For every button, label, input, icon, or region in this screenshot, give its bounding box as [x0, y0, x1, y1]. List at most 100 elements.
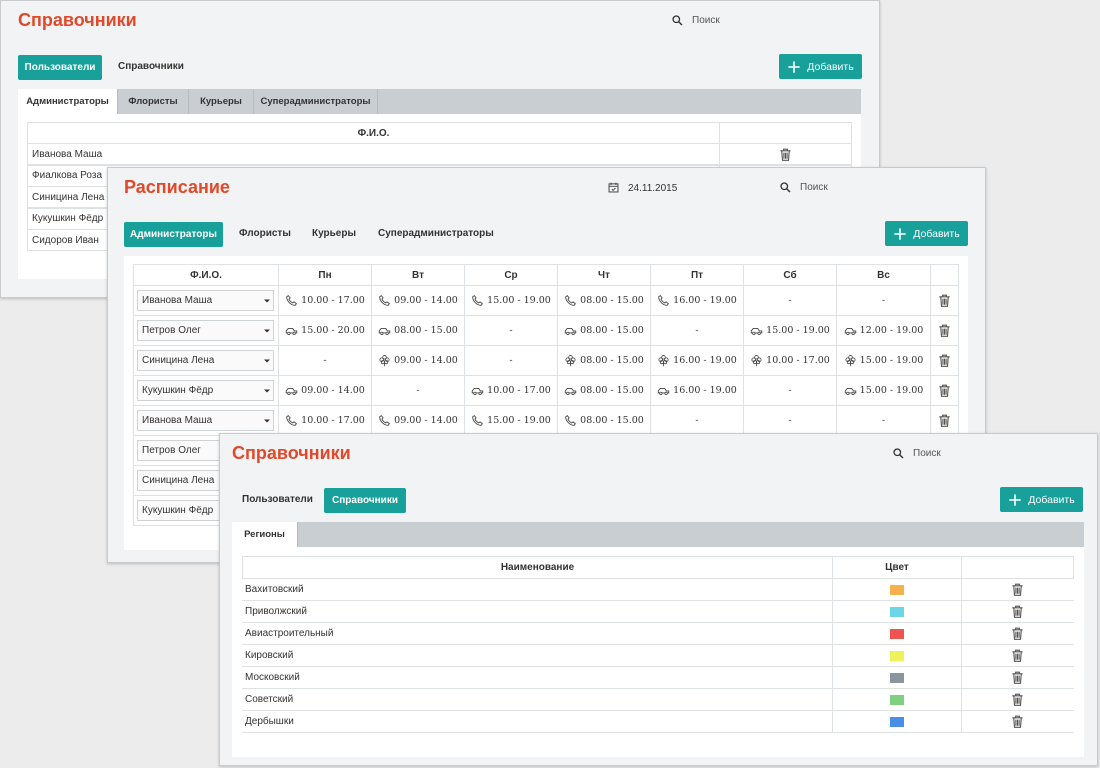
schedule-cell[interactable]: 09.00 - 14.00	[371, 345, 465, 376]
search-icon[interactable]	[671, 14, 684, 27]
schedule-cell[interactable]: 10.00 - 17.00	[743, 345, 837, 376]
schedule-cell[interactable]: -	[836, 285, 931, 316]
add-button[interactable]: Добавить	[779, 54, 862, 79]
plus-svg	[1009, 493, 1021, 506]
tab[interactable]: Курьеры	[312, 228, 356, 239]
schedule-cell[interactable]: 09.00 - 14.00	[278, 375, 372, 406]
schedule-cell[interactable]: -	[371, 375, 465, 406]
trash-icon[interactable]	[1010, 692, 1025, 707]
search-icon[interactable]	[779, 181, 792, 194]
add-button[interactable]: Добавить	[885, 221, 968, 246]
name-select[interactable]: Иванова Маша	[137, 290, 274, 311]
color-swatch	[890, 584, 904, 595]
schedule-cell[interactable]: 16.00 - 19.00	[650, 375, 744, 406]
search-input[interactable]: Поиск	[692, 15, 720, 26]
schedule-cell[interactable]: 16.00 - 19.00	[650, 285, 744, 316]
subtab[interactable]: Флористы	[118, 89, 189, 114]
tab[interactable]: Пользователи	[18, 55, 102, 80]
schedule-cell[interactable]: 15.00 - 19.00	[836, 375, 931, 406]
add-button[interactable]: Добавить	[1000, 487, 1083, 512]
text: -	[416, 385, 420, 396]
search-input[interactable]: Поиск	[913, 448, 941, 459]
trash-icon[interactable]	[778, 147, 793, 162]
schedule-cell[interactable]: 10.00 - 17.00	[278, 405, 372, 436]
trash-icon[interactable]	[1010, 670, 1025, 685]
schedule-cell[interactable]: 08.00 - 15.00	[371, 315, 465, 346]
schedule-cell[interactable]: -	[743, 375, 837, 406]
schedule-cell[interactable]: 08.00 - 15.00	[557, 345, 651, 376]
trash-icon[interactable]	[1010, 648, 1025, 663]
tab[interactable]: Суперадминистраторы	[378, 228, 494, 239]
subtab[interactable]: Курьеры	[189, 89, 254, 114]
car-svg	[564, 328, 577, 335]
trash-svg	[1012, 693, 1023, 706]
schedule-cell[interactable]: 15.00 - 19.00	[743, 315, 837, 346]
subtab[interactable]: Регионы	[232, 522, 298, 547]
subtab[interactable]: Администраторы	[18, 89, 118, 114]
schedule-cell[interactable]: 08.00 - 15.00	[557, 375, 651, 406]
car-icon	[285, 384, 298, 397]
schedule-cell[interactable]: -	[278, 345, 372, 376]
tab[interactable]: Справочники	[118, 61, 184, 72]
table-cell: Кировский	[242, 644, 833, 667]
schedule-cell[interactable]: 08.00 - 15.00	[557, 405, 651, 436]
schedule-cell[interactable]: 15.00 - 19.00	[836, 345, 931, 376]
tab[interactable]: Справочники	[324, 488, 406, 513]
schedule-cell[interactable]: 15.00 - 19.00	[464, 285, 558, 316]
text: Петров Олег	[142, 325, 201, 336]
color-swatch	[890, 716, 904, 727]
caret-icon	[261, 295, 273, 307]
action-cell	[719, 143, 852, 165]
trash-icon[interactable]	[937, 293, 952, 308]
name-select[interactable]: Иванова Маша	[137, 410, 274, 431]
search-icon[interactable]	[892, 447, 905, 460]
schedule-cell[interactable]: 08.00 - 15.00	[557, 315, 651, 346]
flower-svg	[379, 355, 390, 367]
tab[interactable]: Флористы	[239, 228, 291, 239]
action-cell	[961, 600, 1074, 623]
subtab[interactable]: Суперадминистраторы	[254, 89, 378, 114]
schedule-cell[interactable]: 12.00 - 19.00	[836, 315, 931, 346]
date-picker[interactable]: 24.11.2015	[628, 183, 678, 194]
car-icon	[750, 324, 763, 337]
schedule-cell[interactable]: 09.00 - 14.00	[371, 285, 465, 316]
action-cell	[961, 578, 1074, 601]
trash-svg	[1012, 649, 1023, 662]
schedule-cell[interactable]: 09.00 - 14.00	[371, 405, 465, 436]
text: -	[788, 415, 792, 426]
schedule-cell[interactable]: -	[464, 345, 558, 376]
schedule-cell[interactable]: 15.00 - 20.00	[278, 315, 372, 346]
tab[interactable]: Пользователи	[242, 494, 313, 505]
action-cell	[930, 345, 959, 376]
trash-icon[interactable]	[1010, 604, 1025, 619]
column-header: Пт	[650, 264, 744, 286]
schedule-cell[interactable]: -	[743, 405, 837, 436]
trash-icon[interactable]	[937, 383, 952, 398]
name-select[interactable]: Кукушкин Фёдр	[137, 380, 274, 401]
trash-icon[interactable]	[937, 413, 952, 428]
name-select[interactable]: Синицина Лена	[137, 350, 274, 371]
schedule-cell[interactable]: -	[836, 405, 931, 436]
trash-svg	[1012, 671, 1023, 684]
schedule-cell[interactable]: 16.00 - 19.00	[650, 345, 744, 376]
schedule-cell[interactable]: 10.00 - 17.00	[464, 375, 558, 406]
search-input[interactable]: Поиск	[800, 182, 828, 193]
trash-icon[interactable]	[1010, 582, 1025, 597]
trash-icon[interactable]	[937, 323, 952, 338]
schedule-cell[interactable]: 15.00 - 19.00	[464, 405, 558, 436]
action-cell	[961, 710, 1074, 733]
schedule-cell[interactable]: 08.00 - 15.00	[557, 285, 651, 316]
trash-icon[interactable]	[1010, 714, 1025, 729]
trash-icon[interactable]	[1010, 626, 1025, 641]
schedule-cell[interactable]: 10.00 - 17.00	[278, 285, 372, 316]
table-cell: Московский	[242, 666, 833, 689]
caret-icon	[261, 415, 273, 427]
schedule-cell[interactable]: -	[464, 315, 558, 346]
column-header: Пн	[278, 264, 372, 286]
schedule-cell[interactable]: -	[743, 285, 837, 316]
tab[interactable]: Администраторы	[124, 222, 223, 247]
trash-icon[interactable]	[937, 353, 952, 368]
name-select[interactable]: Петров Олег	[137, 320, 274, 341]
schedule-cell[interactable]: -	[650, 315, 744, 346]
schedule-cell[interactable]: -	[650, 405, 744, 436]
